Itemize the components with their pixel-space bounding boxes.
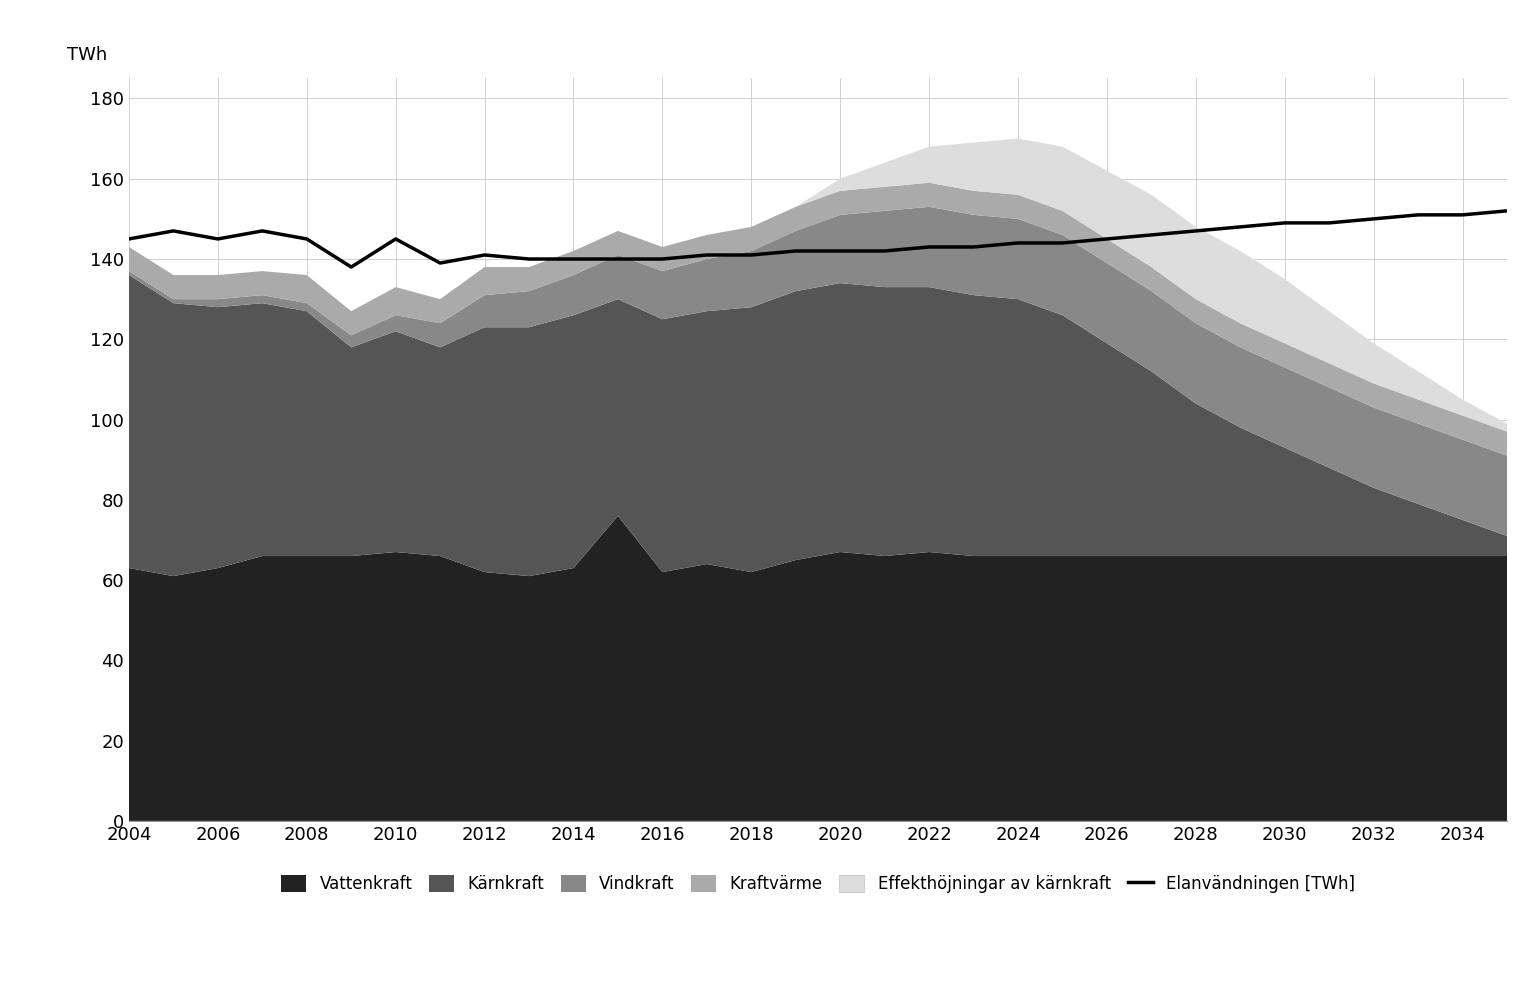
Text: TWh: TWh: [67, 46, 107, 64]
Legend: Vattenkraft, Kärnkraft, Vindkraft, Kraftvärme, Effekthöjningar av kärnkraft, Ela: Vattenkraft, Kärnkraft, Vindkraft, Kraft…: [272, 867, 1364, 902]
